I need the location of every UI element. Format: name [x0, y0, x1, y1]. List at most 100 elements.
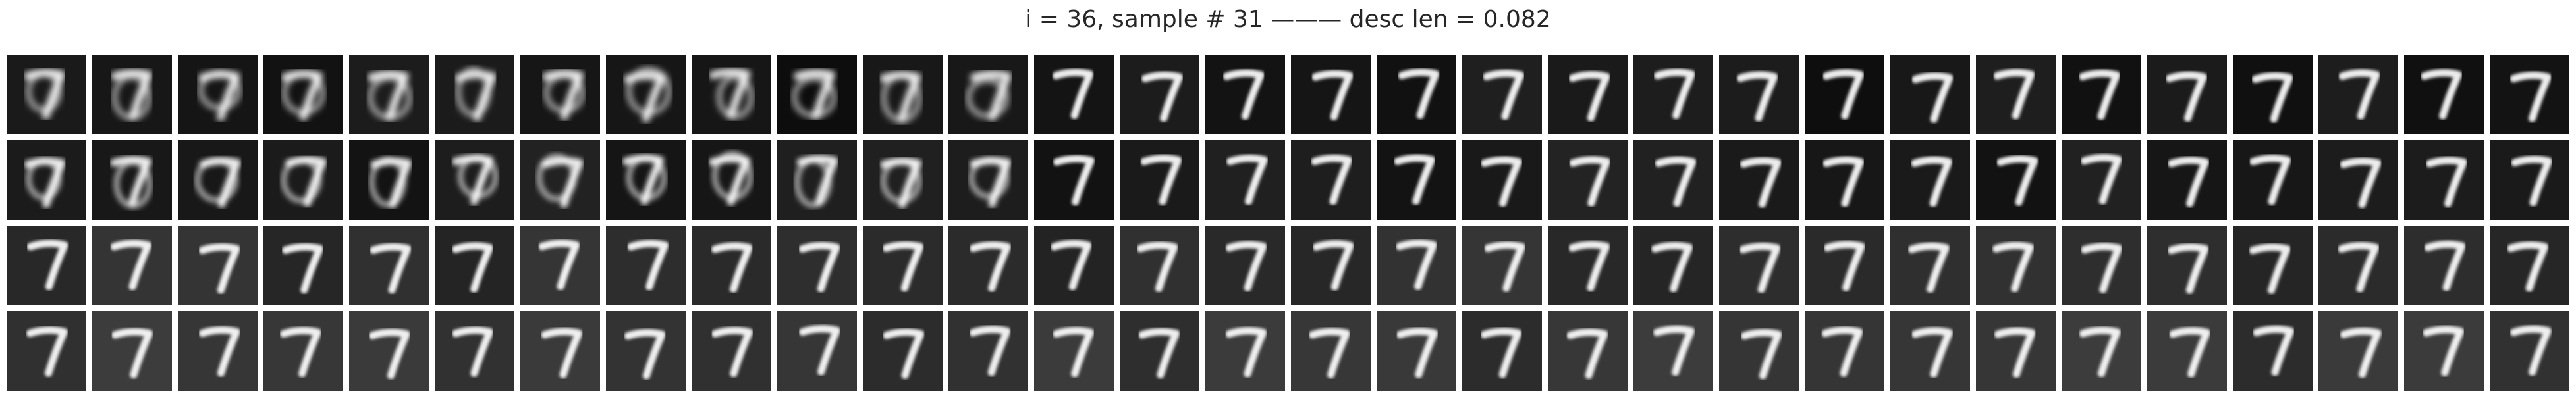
- sample-image: [2490, 140, 2569, 220]
- sample-image: [863, 226, 943, 305]
- sample-image: [1462, 311, 1542, 391]
- sample-image: [1890, 140, 1970, 220]
- sample-image: [606, 226, 686, 305]
- sample-image: [2490, 226, 2569, 305]
- sample-image: [435, 140, 514, 220]
- sample-image: [1633, 55, 1713, 134]
- sample-image: [1377, 55, 1456, 134]
- sample-image: [2147, 226, 2227, 305]
- sample-image: [2147, 55, 2227, 134]
- sample-image: [349, 55, 429, 134]
- sample-image: [2318, 140, 2398, 220]
- sample-image: [1120, 140, 1199, 220]
- sample-image: [2404, 226, 2484, 305]
- sample-image: [178, 311, 258, 391]
- sample-image: [2147, 140, 2227, 220]
- sample-image: [1805, 140, 1884, 220]
- sample-image: [1034, 55, 1114, 134]
- sample-image: [1633, 311, 1713, 391]
- sample-image: [435, 226, 514, 305]
- sample-image: [606, 311, 686, 391]
- sample-image: [2318, 55, 2398, 134]
- sample-image: [1034, 140, 1114, 220]
- sample-image: [692, 311, 771, 391]
- sample-image: [1719, 140, 1799, 220]
- sample-image: [2233, 140, 2313, 220]
- sample-image: [178, 140, 258, 220]
- sample-image: [2147, 311, 2227, 391]
- sample-image: [349, 140, 429, 220]
- sample-image: [777, 311, 857, 391]
- sample-image: [435, 55, 514, 134]
- sample-image: [520, 311, 600, 391]
- sample-image: [777, 226, 857, 305]
- sample-image: [1377, 140, 1456, 220]
- sample-image: [2490, 311, 2569, 391]
- sample-image: [520, 140, 600, 220]
- sample-image: [1120, 55, 1199, 134]
- sample-image: [1034, 311, 1114, 391]
- figure-title: i = 36, sample # 31 ——— desc len = 0.082: [1025, 6, 1551, 33]
- sample-image: [1291, 311, 1371, 391]
- sample-image: [92, 140, 172, 220]
- sample-image: [692, 55, 771, 134]
- sample-image: [1976, 311, 2056, 391]
- sample-image: [2318, 226, 2398, 305]
- sample-grid: [7, 55, 2575, 397]
- sample-image: [178, 226, 258, 305]
- sample-image: [263, 226, 343, 305]
- sample-image: [1548, 226, 1628, 305]
- sample-image: [1890, 226, 1970, 305]
- sample-image: [1205, 311, 1285, 391]
- sample-image: [1805, 226, 1884, 305]
- sample-image: [1976, 226, 2056, 305]
- sample-image: [7, 55, 86, 134]
- sample-image: [1377, 226, 1456, 305]
- sample-image: [948, 226, 1028, 305]
- sample-image: [1291, 140, 1371, 220]
- sample-image: [263, 311, 343, 391]
- sample-image: [1120, 311, 1199, 391]
- sample-image: [2404, 140, 2484, 220]
- sample-image: [1462, 140, 1542, 220]
- sample-image: [2062, 226, 2141, 305]
- sample-image: [948, 55, 1028, 134]
- sample-image: [435, 311, 514, 391]
- sample-image: [1291, 226, 1371, 305]
- sample-image: [1719, 55, 1799, 134]
- sample-image: [948, 140, 1028, 220]
- sample-image: [1976, 140, 2056, 220]
- sample-image: [606, 55, 686, 134]
- sample-image: [92, 55, 172, 134]
- sample-image: [1548, 55, 1628, 134]
- sample-image: [349, 311, 429, 391]
- sample-image: [1719, 311, 1799, 391]
- sample-image: [520, 226, 600, 305]
- sample-image: [1890, 311, 1970, 391]
- sample-image: [1976, 55, 2056, 134]
- sample-image: [92, 311, 172, 391]
- sample-image: [863, 55, 943, 134]
- sample-image: [692, 226, 771, 305]
- sample-image: [606, 140, 686, 220]
- sample-image: [1633, 226, 1713, 305]
- sample-image: [7, 140, 86, 220]
- sample-image: [520, 55, 600, 134]
- sample-image: [777, 55, 857, 134]
- sample-image: [863, 311, 943, 391]
- sample-image: [2233, 311, 2313, 391]
- sample-image: [1034, 226, 1114, 305]
- sample-image: [1805, 55, 1884, 134]
- sample-image: [1205, 55, 1285, 134]
- sample-image: [1205, 226, 1285, 305]
- sample-image: [1291, 55, 1371, 134]
- sample-image: [2233, 226, 2313, 305]
- sample-image: [92, 226, 172, 305]
- sample-image: [2062, 311, 2141, 391]
- sample-image: [777, 140, 857, 220]
- sample-image: [2404, 311, 2484, 391]
- sample-image: [692, 140, 771, 220]
- sample-image: [2404, 55, 2484, 134]
- sample-image: [1377, 311, 1456, 391]
- sample-image: [178, 55, 258, 134]
